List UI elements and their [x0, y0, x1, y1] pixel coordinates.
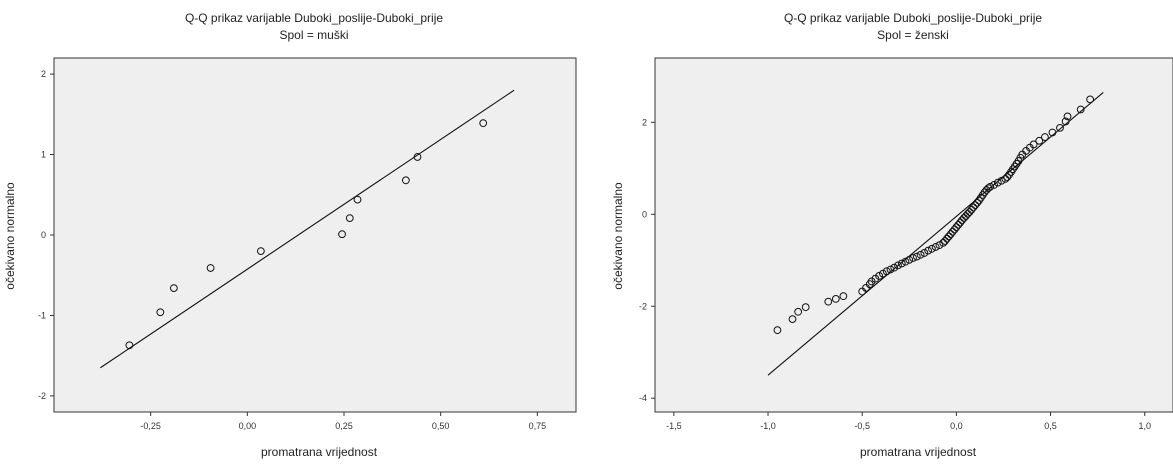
data-point — [993, 178, 1002, 187]
data-point — [256, 247, 265, 255]
y-tick-label: 2 — [642, 117, 647, 127]
x-tick-label: -0,5 — [854, 421, 870, 431]
data-point — [931, 243, 940, 251]
x-tick-label: -1,0 — [760, 421, 776, 431]
data-point — [338, 230, 346, 239]
data-point — [125, 341, 134, 350]
data-point — [971, 201, 980, 210]
data-point — [920, 249, 929, 257]
y-tick-label: 2 — [41, 69, 46, 79]
data-point — [997, 176, 1006, 185]
data-point — [944, 232, 953, 241]
data-point — [479, 119, 488, 128]
chart-subtitle: Spol = muški — [279, 28, 348, 42]
data-point — [1003, 173, 1012, 181]
x-tick-label: 0,50 — [432, 421, 450, 431]
x-tick-label: 0,00 — [239, 421, 257, 431]
data-point — [956, 218, 965, 227]
y-tick-label: 0 — [41, 230, 46, 240]
data-point — [1086, 95, 1095, 104]
plot-area — [654, 57, 1173, 413]
x-tick-label: 0,5 — [1044, 421, 1057, 431]
y-tick-label: -2 — [639, 301, 647, 311]
data-point — [990, 180, 998, 189]
data-point — [206, 264, 215, 272]
data-point — [1048, 128, 1057, 137]
data-point — [886, 265, 895, 274]
data-point — [916, 250, 925, 259]
y-axis-label: očekivano normalno — [611, 182, 625, 290]
data-point — [973, 198, 982, 207]
data-point — [965, 208, 974, 216]
data-point — [927, 244, 936, 253]
data-point — [984, 184, 993, 193]
data-point — [794, 307, 803, 316]
x-axis-label: promatrana vrijednost — [261, 445, 378, 459]
data-point — [901, 257, 910, 266]
data-point — [824, 297, 833, 306]
data-point — [169, 284, 178, 293]
data-point — [967, 205, 976, 214]
data-point — [882, 267, 891, 276]
data-point — [788, 315, 797, 324]
data-point — [986, 182, 995, 191]
data-point — [897, 259, 906, 268]
data-point — [1063, 112, 1072, 121]
x-axis-label: promatrana vrijednost — [860, 445, 977, 459]
data-point — [1056, 123, 1064, 132]
y-axis-label: očekivano normalno — [3, 182, 17, 290]
data-point — [943, 234, 951, 243]
reference-line — [100, 89, 515, 369]
data-point — [909, 254, 917, 262]
y-tick-label: 0 — [642, 209, 647, 219]
qq-plot-1: Q-Q prikaz varijable Duboki_poslije-Dubo… — [3, 11, 577, 459]
data-point — [156, 308, 165, 317]
data-point — [905, 255, 914, 264]
data-point — [801, 303, 810, 312]
data-point — [1061, 117, 1070, 126]
data-point — [353, 195, 362, 204]
x-tick-label: -0,25 — [140, 421, 161, 431]
data-point — [912, 252, 921, 261]
data-point — [773, 326, 782, 335]
data-point — [950, 225, 959, 234]
x-tick-label: -1,5 — [666, 421, 682, 431]
data-point — [941, 237, 949, 245]
data-point — [946, 230, 955, 238]
plot-area — [53, 57, 577, 413]
y-tick-label: -1 — [38, 310, 46, 320]
data-point — [875, 272, 884, 280]
data-point — [831, 295, 840, 303]
data-point — [1076, 105, 1085, 114]
data-point — [935, 241, 944, 250]
data-point — [954, 220, 963, 229]
data-point — [952, 223, 961, 232]
y-tick-label: 1 — [41, 150, 46, 160]
y-tick-label: -2 — [38, 391, 46, 401]
qq-plot-2: Q-Q prikaz varijable Duboki_poslije-Dubo… — [611, 11, 1173, 459]
data-point — [894, 261, 902, 270]
chart-title: Q-Q prikaz varijable Duboki_poslije-Dubo… — [784, 11, 1042, 25]
x-tick-label: 1,0 — [1138, 421, 1151, 431]
x-tick-label: 0,75 — [529, 421, 547, 431]
data-point — [890, 263, 899, 272]
data-point — [1041, 133, 1049, 141]
data-point — [1035, 136, 1044, 145]
data-point — [839, 292, 848, 301]
data-point — [1029, 140, 1038, 149]
data-point — [401, 176, 410, 185]
chart-title: Q-Q prikaz varijable Duboki_poslije-Dubo… — [185, 11, 443, 25]
chart-subtitle: Spol = ženski — [877, 28, 949, 42]
data-point — [879, 269, 887, 278]
x-tick-label: 0,0 — [950, 421, 963, 431]
x-tick-label: 0,25 — [335, 421, 353, 431]
data-point — [413, 153, 422, 161]
y-tick-label: -4 — [639, 393, 647, 403]
data-point — [969, 203, 978, 212]
data-point — [948, 227, 957, 236]
data-point — [924, 246, 933, 255]
data-point — [345, 214, 354, 223]
